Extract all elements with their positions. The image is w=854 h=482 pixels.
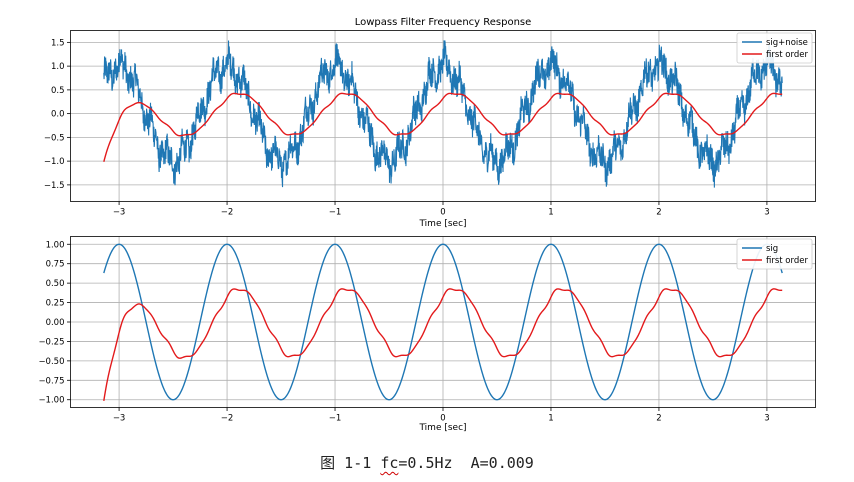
y-tick-label: −1.5 [44,181,65,191]
series-line-first-order [103,92,783,162]
top-y-ticks: −1.5 −1.0 −0.5 0.0 0.5 1.0 1.5 [44,38,71,191]
legend-label-first-order: first order [766,50,808,60]
y-tick-label: 0.50 [46,279,65,289]
top-plot: Lowpass Filter Frequency Response −3 −2 −1… [44,17,816,229]
y-tick-label: −0.75 [38,376,64,386]
series-line-first-order [103,288,783,401]
bottom-legend: sig first order [736,238,813,270]
y-tick-label: −1.0 [44,157,65,167]
x-tick-label: 0 [440,414,445,424]
bottom-grid [70,236,816,408]
legend-label-sig-noise: sig+noise [766,38,808,48]
series-line-sig [103,243,783,401]
y-tick-label: −1.00 [38,396,64,406]
y-tick-label: 1.0 [51,62,65,72]
x-tick-label: 1 [548,414,553,424]
x-tick-label: 0 [440,208,445,218]
x-tick-label: 2 [656,208,661,218]
bottom-series [103,243,783,401]
caption-fc: fc [380,454,399,472]
x-tick-label: −3 [113,414,126,424]
chart-title: Lowpass Filter Frequency Response [355,17,532,28]
x-tick-label: 1 [548,208,553,218]
y-tick-label: 0.75 [46,260,65,270]
caption-prefix: 图 1-1 [320,454,381,472]
legend-box [736,238,813,270]
x-tick-label: 2 [656,414,661,424]
y-tick-label: 1.5 [51,38,65,48]
bottom-x-ticks: −3 −2 −1 0 1 2 3 [113,407,770,424]
y-tick-label: 0.5 [51,86,65,96]
y-tick-label: 0.25 [46,299,65,309]
figure: Lowpass Filter Frequency Response −3 −2 −1… [38,17,816,433]
x-tick-label: −1 [329,414,342,424]
figure-caption: 图 1-1 fc=0.5Hz A=0.009 [0,452,854,473]
bottom-x-axis-label: Time [sec] [418,423,466,433]
x-tick-label: −2 [221,208,234,218]
y-tick-label: 0.00 [46,318,65,328]
caption-rest: =0.5Hz A=0.009 [398,454,534,472]
y-tick-label: −0.25 [38,337,64,347]
y-tick-label: −0.5 [44,133,65,143]
top-legend: sig+noise first order [736,32,813,64]
legend-label-first-order: first order [766,256,808,266]
legend-box [736,32,813,64]
y-tick-label: 0.0 [51,110,65,120]
top-series [103,40,783,188]
y-tick-label: 1.00 [46,240,65,250]
x-tick-label: −1 [329,208,342,218]
x-tick-label: −3 [113,208,126,218]
series-line-sig-noise [103,40,783,188]
top-x-ticks: −3 −2 −1 0 1 2 3 [113,201,770,218]
legend-label-sig: sig [766,244,778,254]
y-tick-label: −0.50 [38,357,64,367]
x-tick-label: −2 [221,414,234,424]
bottom-plot: −3 −2 −1 0 1 2 3 −1.00 −0.75 −0.50 −0.25 0.00 0.25 0… [38,236,816,433]
x-tick-label: 3 [764,208,769,218]
bottom-y-ticks: −1.00 −0.75 −0.50 −0.25 0.00 0.25 0.50 0.75 1.00 [38,240,71,406]
x-tick-label: 3 [764,414,769,424]
top-x-axis-label: Time [sec] [418,219,466,229]
